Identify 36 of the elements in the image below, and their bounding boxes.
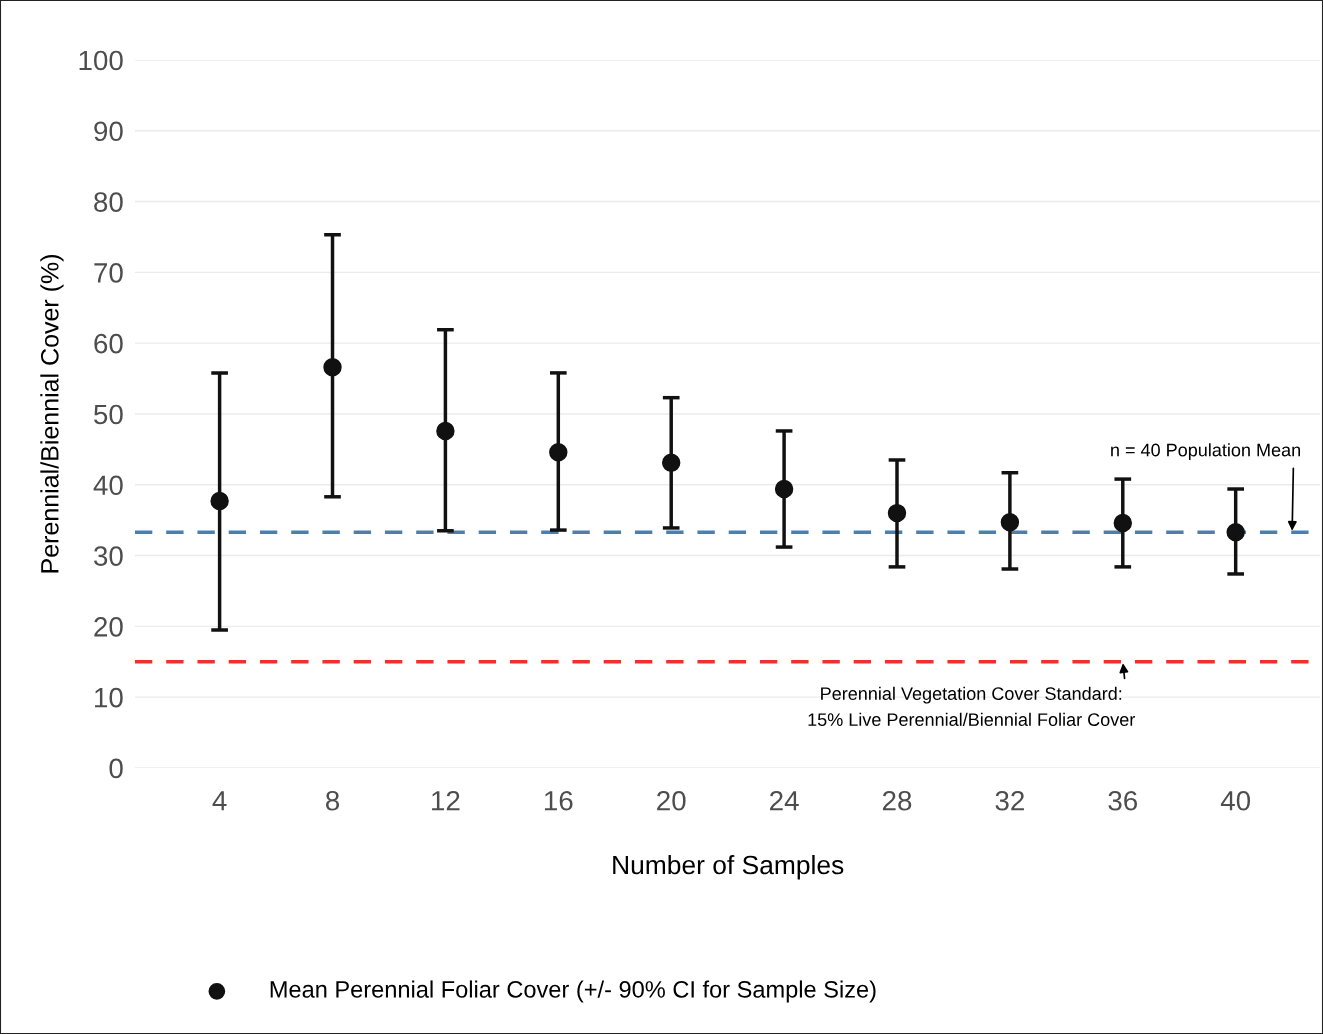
y-tick-label: 0 [109, 758, 123, 779]
x-tick-label: 20 [657, 790, 686, 811]
y-tick-label: 50 [94, 404, 123, 425]
x-tick-label: 16 [544, 790, 573, 811]
point [436, 421, 455, 441]
x-tick-label: 12 [432, 790, 460, 811]
y-tick-label: 80 [94, 192, 123, 212]
x-tick-label: 8 [326, 790, 340, 811]
y-tick-label: 30 [94, 546, 123, 566]
x-axis-title: Number of Samples [613, 854, 844, 880]
point [1226, 522, 1245, 542]
y-tick-label: 20 [94, 617, 123, 637]
annotation: n = 40 Population Mean [1111, 443, 1300, 460]
y-tick-label: 90 [94, 121, 123, 142]
x-tick-label: 28 [882, 790, 912, 811]
point [210, 491, 229, 511]
point [549, 442, 568, 462]
point [323, 358, 342, 377]
x-tick-label: 36 [1108, 790, 1138, 811]
y-tick-label: 100 [79, 50, 123, 71]
y-axis-title: Perennial/Biennial Cover (%) [40, 255, 64, 573]
x-tick-label: 4 [212, 791, 227, 811]
y-tick-label: 70 [94, 263, 123, 283]
point [1113, 513, 1132, 533]
x-tick-label: 24 [770, 790, 799, 811]
x-tick-label: 40 [1220, 790, 1251, 811]
x-tick-label: 32 [995, 790, 1024, 811]
point [662, 453, 681, 473]
annotation: Perennial Vegetation Cover Standard: 15% Live Perennial/Biennial Foliar Cover [808, 686, 1135, 727]
legend-label: Mean Perennial Foliar Cover (+/- 90% CI for Sample Size) [270, 980, 876, 1003]
y-tick-label: 60 [94, 333, 123, 354]
y-tick-label: 10 [95, 687, 123, 708]
point [1000, 513, 1020, 532]
point [887, 503, 907, 523]
y-tick-label: 40 [93, 475, 123, 496]
point [774, 479, 794, 499]
